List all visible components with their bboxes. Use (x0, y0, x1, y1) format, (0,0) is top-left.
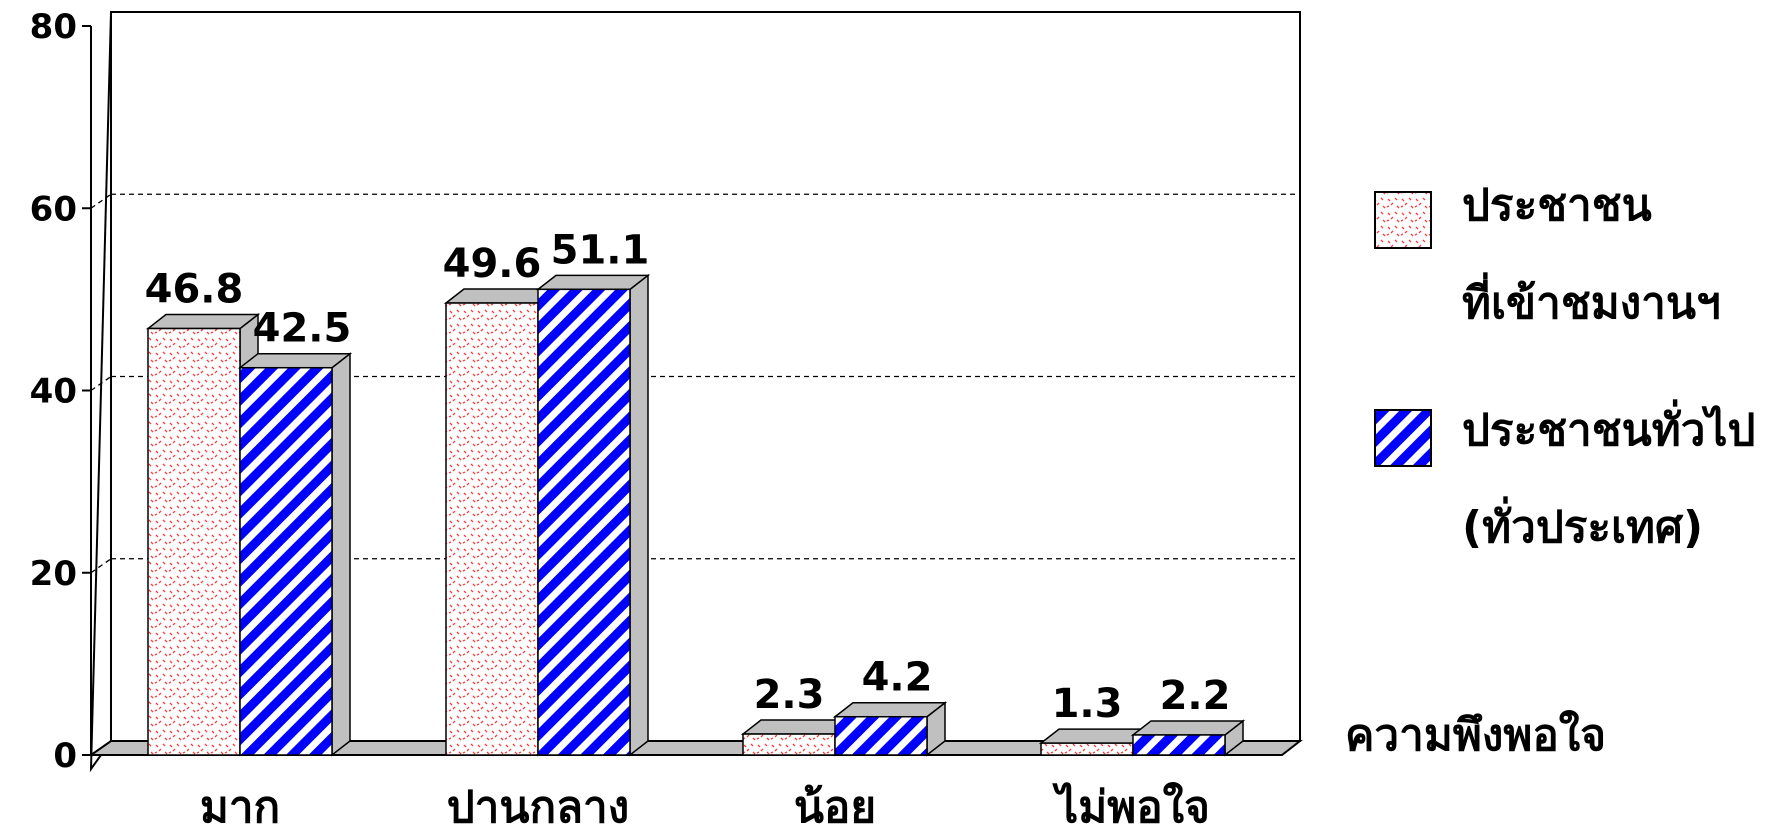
data-label: 49.6 (443, 241, 542, 287)
legend-label-visitors-line2: ที่เข้าชมงานฯ (1462, 272, 1721, 329)
bar-top (1130, 720, 1246, 736)
gridline-side (90, 375, 112, 392)
bar (537, 288, 631, 756)
legend-swatch-general-public (1374, 409, 1432, 467)
bar-top (535, 274, 651, 291)
bar (1132, 734, 1226, 756)
bar (445, 302, 539, 756)
bar (239, 366, 333, 756)
legend-label-visitors-line1: ประชาชน (1462, 180, 1652, 231)
y-tick-label: 0 (53, 736, 77, 776)
y-tick-label: 80 (30, 7, 77, 47)
gridline-side (90, 558, 112, 574)
data-label: 2.2 (1160, 673, 1231, 719)
bar (742, 733, 836, 756)
legend: ประชาชน ที่เข้าชมงานฯ ประชาชนทั่วไป (ทั่… (1374, 180, 1755, 553)
data-label: 4.2 (862, 655, 933, 701)
bar-top (832, 701, 948, 718)
bar-side (629, 273, 649, 757)
x-tick-label: ไม่พอใจ (1052, 781, 1210, 832)
x-tick-label: น้อย (794, 782, 876, 832)
legend-swatch-visitors (1374, 191, 1432, 249)
y-axis-ticks: 0 20 40 60 80 (30, 7, 91, 776)
x-axis-title: ความพึงพอใจ (1345, 709, 1606, 761)
legend-label-general-public-line1: ประชาชนทั่วไป (1462, 399, 1755, 456)
bar (834, 715, 928, 756)
bar (1040, 742, 1134, 756)
data-label: 1.3 (1052, 681, 1123, 727)
data-label: 2.3 (754, 672, 825, 718)
y-tick-label: 60 (30, 189, 77, 229)
side-wall (89, 11, 112, 773)
y-tick-label: 20 (30, 554, 77, 594)
legend-label-general-public-line2: (ทั่วประเทศ) (1462, 496, 1703, 553)
bar (147, 327, 241, 756)
bars (145, 273, 1246, 757)
data-label: 46.8 (145, 267, 244, 313)
gridline-side (90, 193, 112, 209)
bar-top (237, 352, 353, 369)
bar-top (145, 313, 261, 330)
data-label: 51.1 (551, 227, 650, 273)
category-labels: มาก ปานกลาง น้อย ไม่พอใจ (200, 781, 1210, 832)
x-tick-label: ปานกลาง (447, 782, 630, 832)
y-tick-label: 40 (30, 372, 77, 412)
x-tick-label: มาก (200, 782, 280, 832)
data-label: 42.5 (253, 306, 352, 352)
data-labels: 46.842.5 49.6 51.1 2.3 4.2 1.3 2.2 (145, 227, 1231, 727)
bar-side (331, 352, 351, 757)
